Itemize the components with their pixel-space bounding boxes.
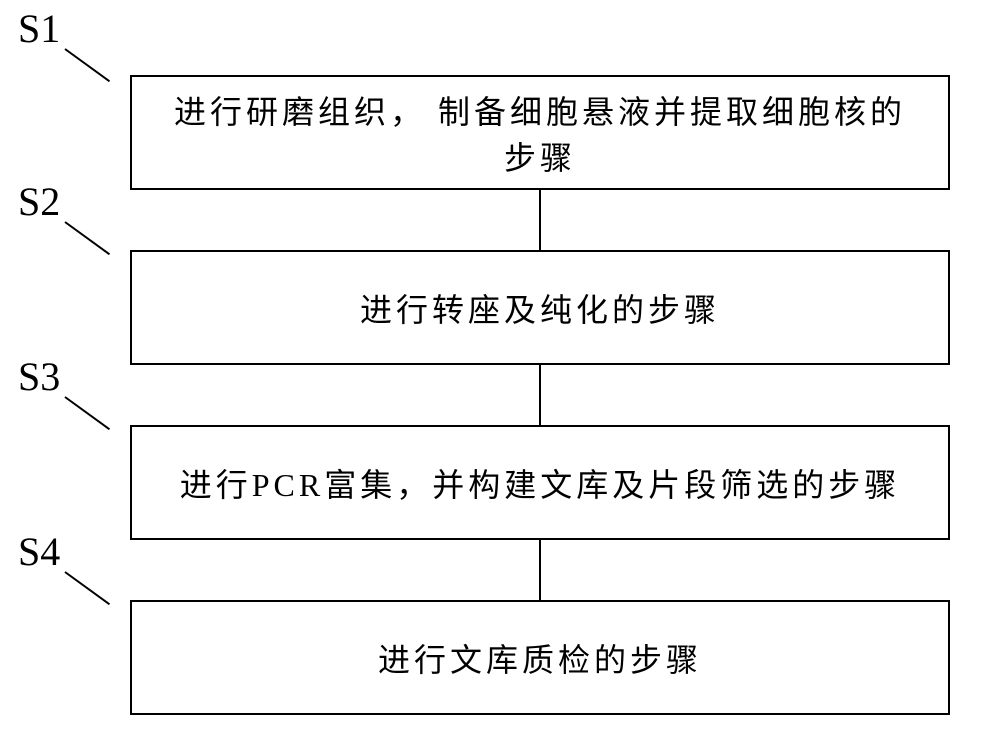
step-label-line-s2 bbox=[64, 221, 110, 255]
step-text-s3: 进行PCR富集，并构建文库及片段筛选的步骤 bbox=[180, 460, 901, 506]
step-box-s2: 进行转座及纯化的步骤 bbox=[130, 250, 950, 365]
connector-s3-s4 bbox=[539, 540, 541, 600]
step-label-s3: S3 bbox=[18, 353, 60, 400]
step-label-line-s3 bbox=[64, 396, 110, 430]
connector-s2-s3 bbox=[539, 365, 541, 425]
flowchart-stage: S1 S2 S3 S4 进行研磨组织， 制备细胞悬液并提取细胞核的步骤 进行转座… bbox=[0, 0, 1000, 750]
step-label-line-s4 bbox=[64, 571, 110, 605]
step-box-s1: 进行研磨组织， 制备细胞悬液并提取细胞核的步骤 bbox=[130, 75, 950, 190]
step-label-s1: S1 bbox=[18, 5, 60, 52]
step-label-line-s1 bbox=[64, 48, 110, 82]
step-text-s1: 进行研磨组织， 制备细胞悬液并提取细胞核的步骤 bbox=[160, 87, 920, 179]
step-text-s2: 进行转座及纯化的步骤 bbox=[360, 285, 720, 331]
step-box-s4: 进行文库质检的步骤 bbox=[130, 600, 950, 715]
connector-s1-s2 bbox=[539, 190, 541, 250]
step-label-s2: S2 bbox=[18, 178, 60, 225]
step-label-s4: S4 bbox=[18, 528, 60, 575]
step-box-s3: 进行PCR富集，并构建文库及片段筛选的步骤 bbox=[130, 425, 950, 540]
step-text-s4: 进行文库质检的步骤 bbox=[378, 635, 702, 681]
